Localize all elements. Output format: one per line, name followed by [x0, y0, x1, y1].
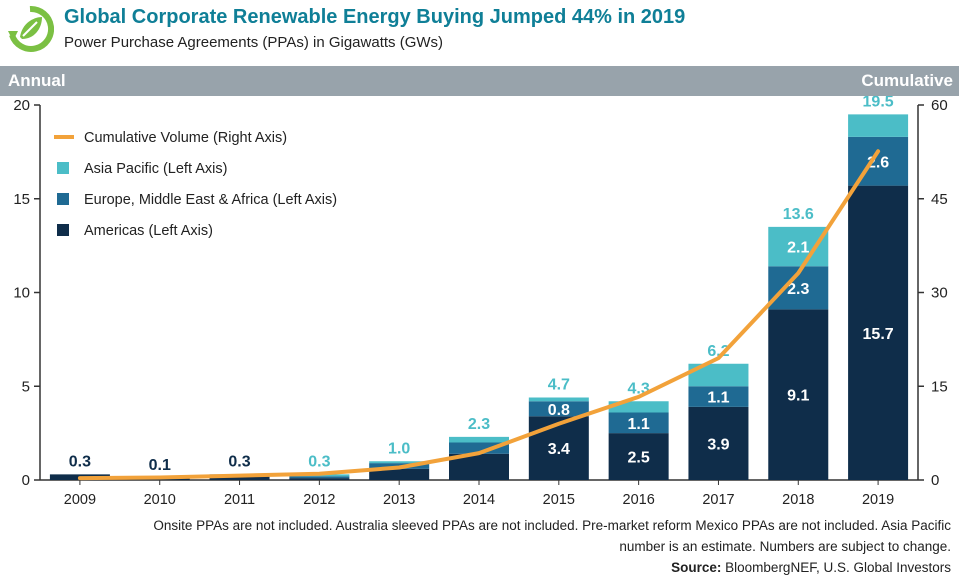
bar-segment: [528, 401, 589, 417]
right-axis-title: Cumulative: [861, 71, 953, 90]
source-label: Source:: [671, 560, 722, 575]
segment-data-label: 1.1: [628, 416, 650, 433]
right-axis-tick-label: 60: [931, 97, 948, 114]
right-axis-tick-label: 30: [931, 285, 948, 302]
segment-data-label: 0.8: [548, 402, 570, 419]
axis-header-band: Annual Cumulative: [0, 66, 959, 96]
legend-label: Asia Pacific (Left Axis): [84, 161, 227, 177]
segment-data-label: 2.5: [628, 450, 650, 467]
bar-segment: [449, 436, 509, 443]
x-axis-tick-label: 2012: [303, 492, 335, 508]
x-axis-tick-label: 2019: [862, 492, 894, 508]
right-axis-tick-label: 15: [931, 378, 948, 395]
total-data-label: 0.1: [149, 457, 171, 474]
left-axis-tick-label: 5: [22, 378, 30, 395]
x-axis-tick-label: 2014: [463, 492, 495, 508]
bar-segment: [209, 476, 270, 480]
chart-subtitle: Power Purchase Agreements (PPAs) in Giga…: [64, 34, 444, 51]
total-data-label: 0.3: [308, 453, 330, 470]
recycle-leaf-icon: [8, 5, 54, 52]
bar-segment: [608, 401, 669, 413]
bar-segment: [688, 386, 749, 407]
left-axis-title: Annual: [8, 71, 66, 90]
bar-segment: [369, 461, 430, 464]
bar-segment: [289, 478, 350, 480]
total-data-label: 1.0: [388, 440, 410, 457]
total-data-label: 4.7: [548, 377, 570, 394]
bar-segment: [528, 416, 589, 480]
source-text: BloombergNEF, U.S. Global Investors: [721, 560, 951, 575]
bar-segment: [688, 406, 749, 480]
left-axis-tick-label: 10: [13, 285, 30, 302]
legend-swatch-box: [57, 162, 69, 174]
right-axis-tick-label: 0: [931, 472, 939, 489]
bar-segment: [848, 136, 909, 186]
segment-data-label: 2.3: [787, 281, 809, 298]
bar-segment: [768, 309, 829, 480]
left-axis-tick-label: 0: [22, 472, 30, 489]
bar-segment: [768, 226, 829, 267]
bar-segment: [289, 476, 350, 479]
bar-segment: [848, 185, 909, 480]
bar-segment: [608, 433, 669, 480]
bar-segment: [848, 114, 909, 137]
x-axis-tick-label: 2015: [543, 492, 575, 508]
x-axis-tick-label: 2018: [782, 492, 814, 508]
total-data-label: 6.2: [707, 343, 729, 360]
x-axis-tick-label: 2016: [623, 492, 655, 508]
segment-data-label: 2.1: [787, 240, 809, 257]
total-data-label: 0.3: [69, 453, 91, 470]
bar-segment: [449, 442, 509, 454]
right-axis-tick-label: 45: [931, 191, 948, 208]
x-axis-tick-label: 2013: [383, 492, 415, 508]
x-axis-tick-label: 2011: [224, 492, 255, 508]
total-data-label: 13.6: [783, 206, 814, 223]
footnote-line-2: number is an estimate. Numbers are subje…: [619, 539, 951, 554]
bar-segment: [608, 412, 669, 434]
x-axis-tick-label: 2009: [64, 492, 96, 508]
segment-data-label: 1.1: [707, 390, 729, 407]
left-axis-tick-label: 20: [13, 97, 30, 114]
x-axis-tick-label: 2010: [144, 492, 176, 508]
x-axis-tick-label: 2017: [702, 492, 734, 508]
bar-segment: [528, 397, 589, 402]
legend-swatch-box: [57, 193, 69, 205]
total-data-label: 2.3: [468, 416, 490, 433]
legend-swatch-box: [57, 224, 69, 236]
legend-label: Cumulative Volume (Right Axis): [84, 130, 287, 146]
bar-segment: [369, 468, 430, 480]
footnote-line-1: Onsite PPAs are not included. Australia …: [153, 518, 951, 533]
segment-data-label: 3.4: [548, 441, 570, 458]
legend-label: Americas (Left Axis): [84, 223, 213, 239]
segment-data-label: 15.7: [863, 326, 894, 343]
total-data-label: 0.3: [228, 453, 250, 470]
chart-title: Global Corporate Renewable Energy Buying…: [64, 6, 686, 28]
source-line: Source: BloombergNEF, U.S. Global Invest…: [671, 560, 951, 575]
total-data-label: 19.5: [863, 96, 894, 110]
bar-segment: [688, 363, 749, 387]
chart-canvas: 0 5 10 15 20 0 15 30 45 60 2009 2010 2011 2012 2013 201…: [13, 96, 948, 508]
left-axis-tick-label: 15: [13, 191, 30, 208]
segment-data-label: 9.1: [787, 388, 809, 405]
segment-data-label: 3.9: [707, 436, 729, 453]
legend-label: Europe, Middle East & Africa (Left Axis): [84, 192, 337, 208]
